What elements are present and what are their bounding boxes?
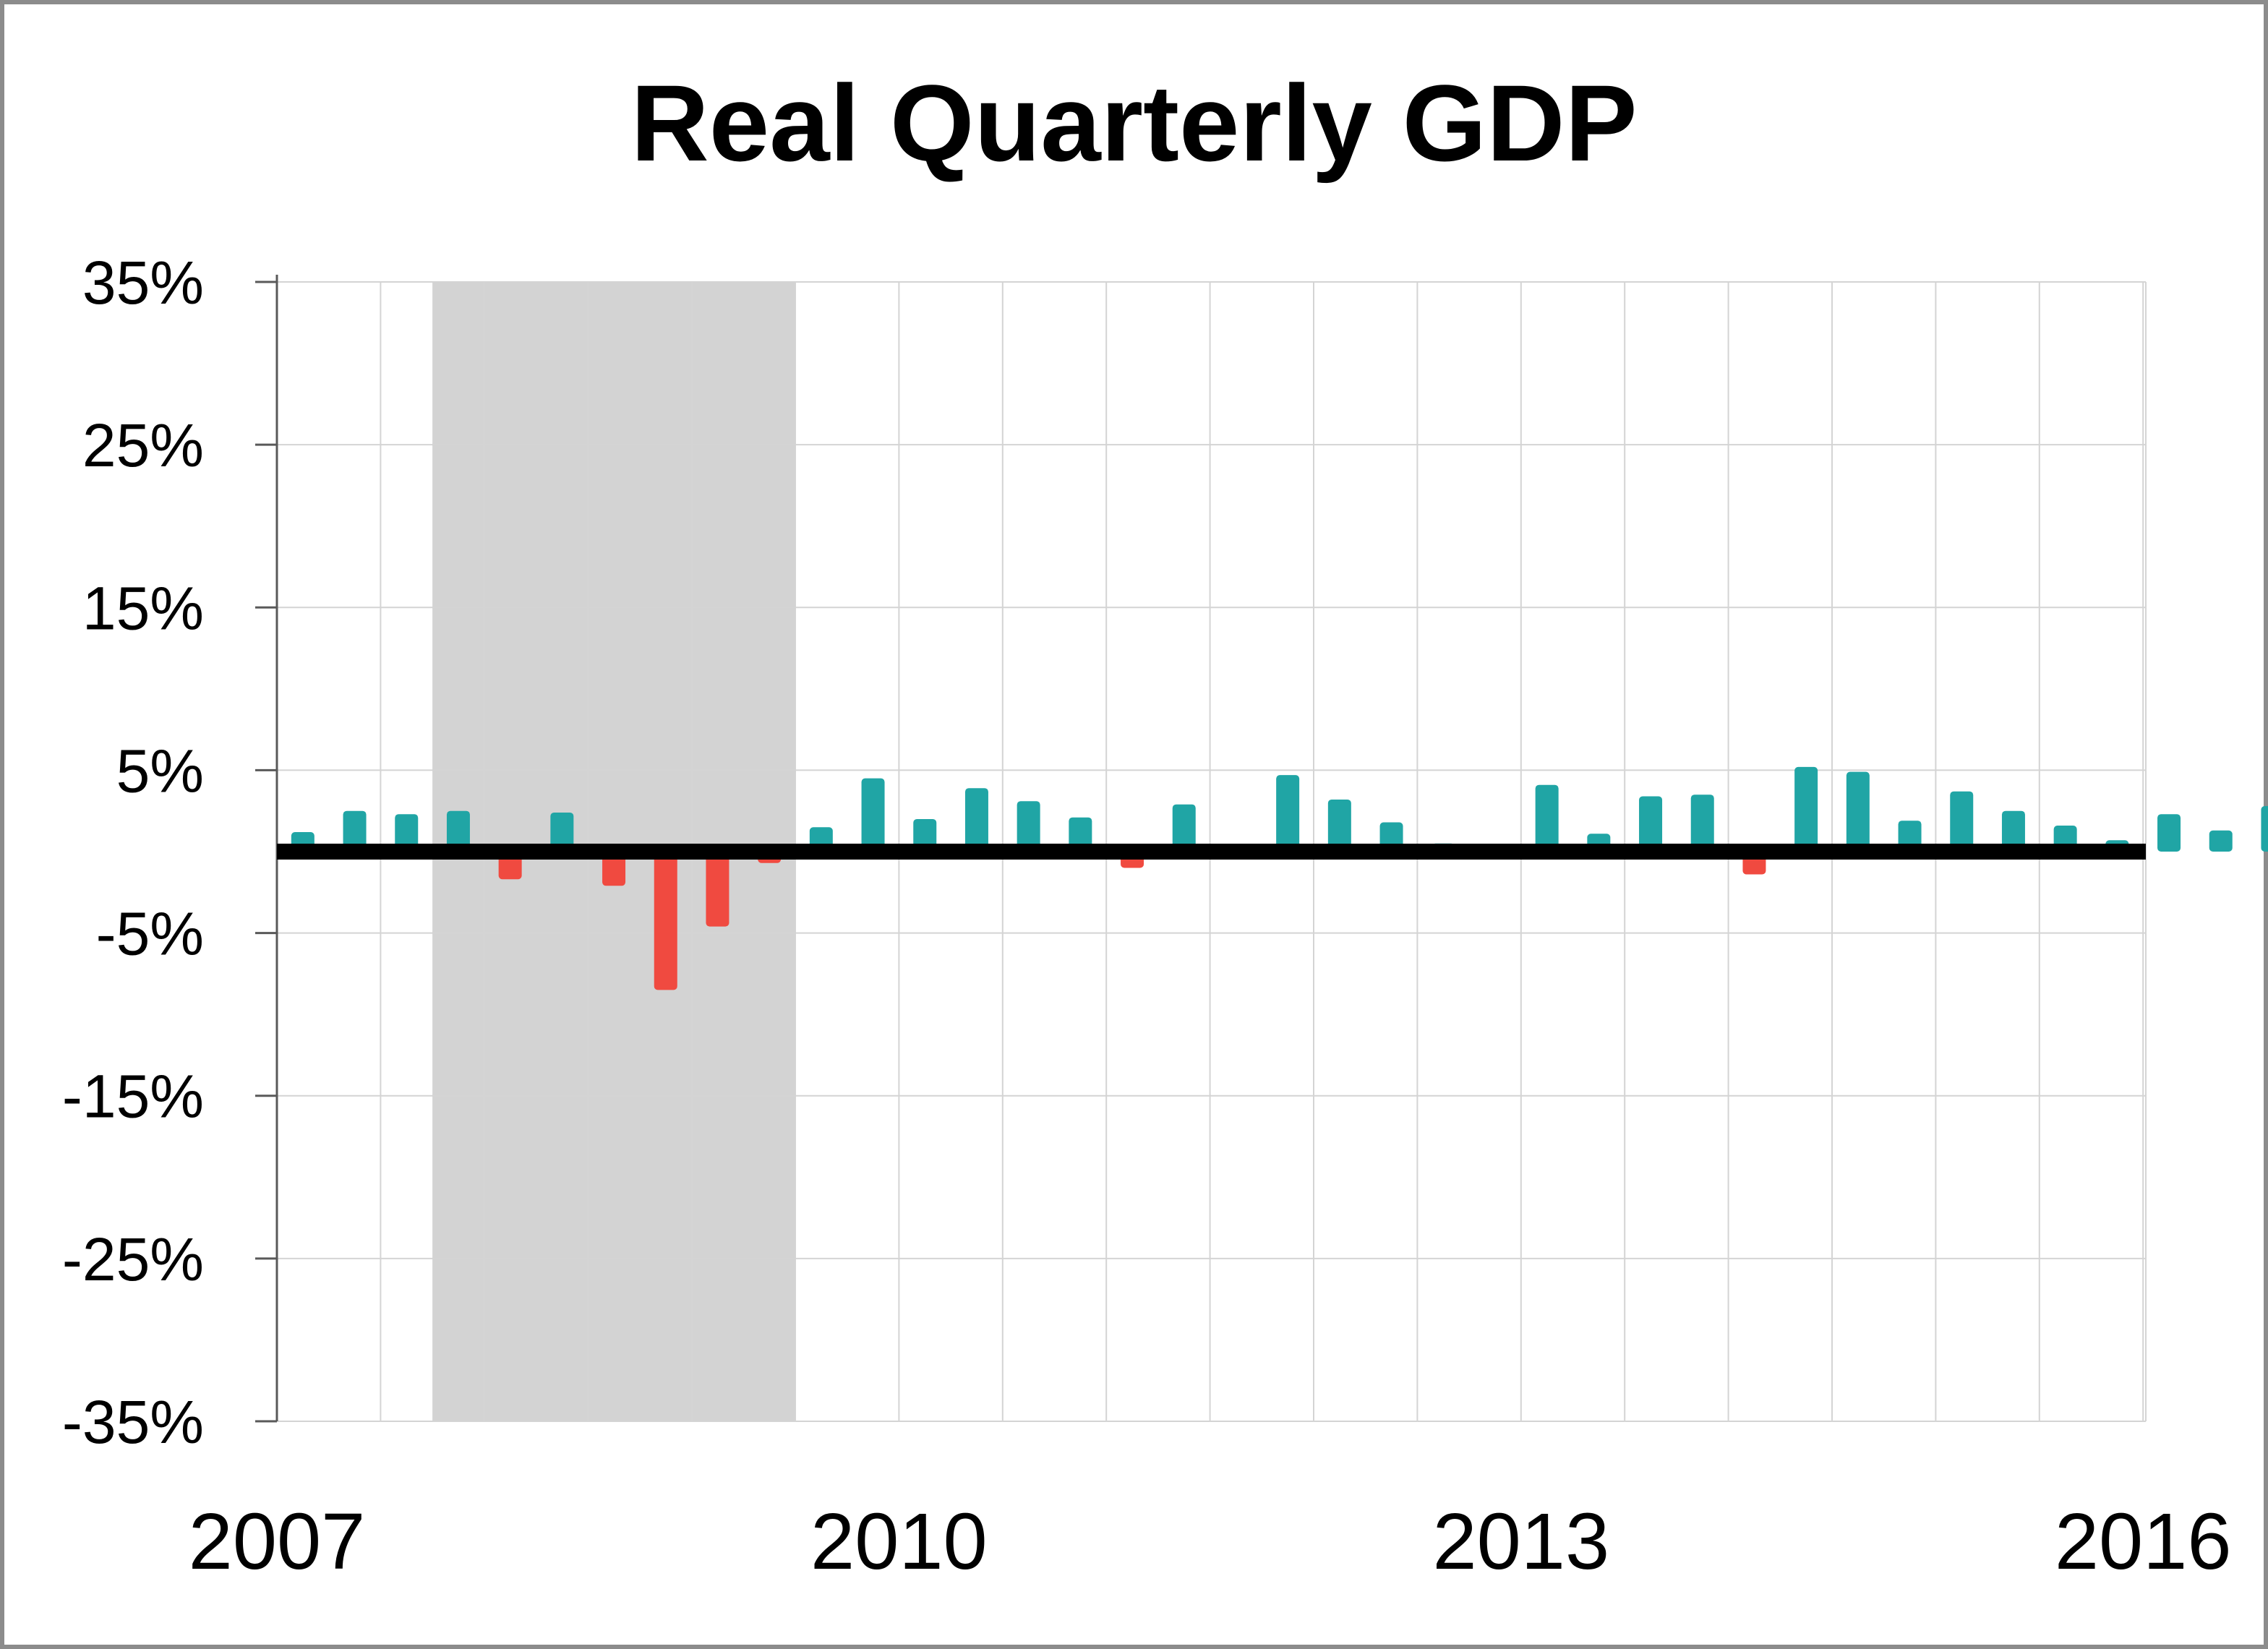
chart-title: Real Quarterly GDP — [630, 62, 1638, 184]
y-tick-label: 25% — [82, 411, 204, 479]
bar — [395, 814, 419, 852]
x-tick-label: 2010 — [810, 1497, 988, 1586]
bar — [1690, 794, 1714, 852]
y-tick-label: -25% — [62, 1225, 204, 1293]
x-tick-label: 2013 — [1432, 1497, 1609, 1586]
bar — [2209, 830, 2233, 852]
bar — [1535, 784, 1559, 852]
bar — [1276, 775, 1300, 852]
bar — [2157, 814, 2181, 852]
bar — [1172, 804, 1196, 852]
bar — [706, 852, 729, 927]
bar — [2001, 810, 2025, 852]
y-tick-label: 15% — [82, 574, 204, 642]
x-tick-label: 2016 — [2055, 1497, 2232, 1586]
bar — [343, 810, 367, 852]
horizontal-gridlines — [277, 281, 2146, 1422]
y-tick-labels: 35% 25% 15% 5% -5% -15% -25% -35% — [62, 249, 204, 1456]
bar — [861, 778, 885, 852]
bar — [964, 788, 988, 852]
axes — [255, 275, 278, 1423]
y-tick-label: 5% — [116, 737, 204, 805]
bar — [1794, 766, 1818, 852]
bar — [1017, 801, 1040, 852]
bar — [654, 852, 677, 990]
bar — [1846, 771, 1870, 852]
y-tick-label: -15% — [62, 1063, 204, 1131]
y-tick-label: -5% — [96, 900, 204, 968]
bar — [1327, 799, 1351, 852]
x-tick-labels: 200720102013201620192022 — [189, 1497, 2232, 1586]
bar — [2261, 805, 2268, 852]
bar — [1950, 791, 1974, 852]
bar — [1069, 817, 1092, 852]
x-tick-label: 2007 — [189, 1497, 366, 1586]
bar — [446, 810, 470, 852]
bar — [1639, 796, 1663, 852]
y-tick-label: -35% — [62, 1388, 204, 1456]
bar — [913, 818, 937, 852]
bar — [602, 852, 626, 886]
bar — [550, 812, 574, 852]
y-tick-label: 35% — [82, 249, 204, 317]
